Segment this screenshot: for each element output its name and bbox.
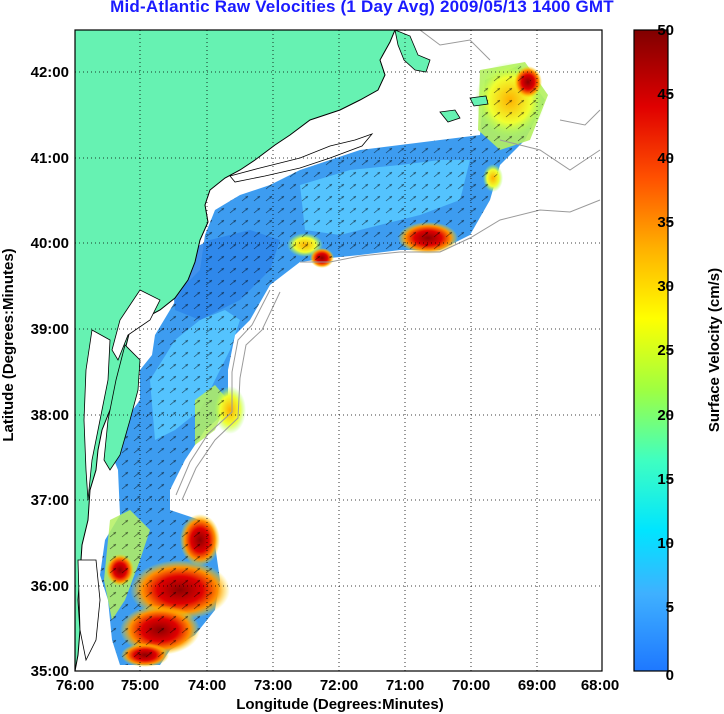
y-tick-label: 38:00 — [31, 407, 69, 424]
x-tick-label: 74:00 — [188, 677, 226, 694]
y-tick-label: 42:00 — [31, 64, 69, 81]
y-axis-label: Latitude (Degrees:Minutes) — [0, 248, 17, 441]
y-tick-label: 40:00 — [31, 235, 69, 252]
plot-frame — [74, 29, 603, 672]
y-tick-label: 35:00 — [31, 663, 69, 680]
colorbar-tick-label: 45 — [657, 86, 674, 103]
colorbar-tick-label: 15 — [657, 471, 674, 488]
colorbar-scale — [633, 29, 669, 672]
x-tick-label: 72:00 — [320, 677, 358, 694]
colorbar-tick-label: 35 — [657, 214, 674, 231]
map-title: Mid-Atlantic Raw Velocities (1 Day Avg) … — [110, 0, 614, 16]
x-tick-label: 70:00 — [452, 677, 490, 694]
colorbar-tick-label: 0 — [666, 667, 674, 684]
x-tick-label: 71:00 — [386, 677, 424, 694]
x-tick-label: 76:00 — [56, 677, 94, 694]
y-tick-label: 39:00 — [31, 321, 69, 338]
isobath-lines — [175, 30, 601, 501]
colorbar-tick-label: 10 — [657, 535, 674, 552]
velocity-vectors — [100, 65, 545, 665]
x-tick-label: 69:00 — [518, 677, 556, 694]
x-tick-label: 68:00 — [581, 677, 619, 694]
colorbar-tick-label: 40 — [657, 150, 674, 167]
colorbar-tick-label: 30 — [657, 278, 674, 295]
x-axis: 76:00 75:00 74:00 73:00 72:00 71:00 70:0… — [56, 677, 619, 713]
colorbar-tick-label: 20 — [657, 407, 674, 424]
colorbar-label: Surface Velocity (cm/s) — [706, 268, 723, 432]
colorbar-tick-label: 5 — [666, 599, 674, 616]
x-axis-label: Longitude (Degrees:Minutes) — [236, 696, 444, 713]
grid-lines — [75, 30, 602, 671]
long-island — [229, 133, 374, 183]
y-tick-label: 37:00 — [31, 492, 69, 509]
colorbar-tick-label: 50 — [657, 22, 674, 39]
land-mass — [75, 30, 396, 671]
y-tick-label: 41:00 — [31, 150, 69, 167]
x-tick-label: 73:00 — [254, 677, 292, 694]
x-tick-label: 75:00 — [121, 677, 159, 694]
colorbar: 50 45 40 35 30 25 20 15 10 5 0 Surface V… — [633, 22, 723, 684]
colorbar-tick-label: 25 — [657, 342, 674, 359]
y-tick-label: 36:00 — [31, 578, 69, 595]
y-axis: 42:00 41:00 40:00 39:00 38:00 37:00 36:0… — [31, 64, 69, 680]
